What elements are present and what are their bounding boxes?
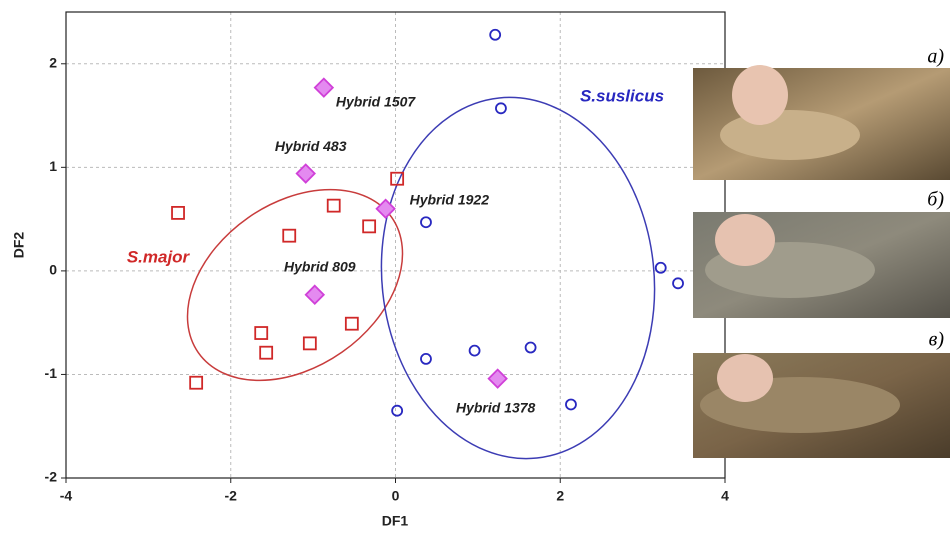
- point: [526, 343, 536, 353]
- x-tick-label: 2: [556, 488, 564, 504]
- x-tick-label: -2: [225, 488, 238, 504]
- y-tick-label: 0: [49, 262, 57, 278]
- point: [315, 79, 333, 97]
- point-label: Hybrid 1922: [410, 191, 490, 207]
- y-tick-label: -1: [45, 365, 58, 381]
- point: [190, 377, 202, 389]
- point-label: Hybrid 483: [275, 138, 347, 154]
- x-tick-label: 4: [721, 488, 729, 504]
- panel-label: в): [929, 329, 945, 351]
- y-tick-label: 2: [49, 54, 57, 70]
- chart: DF1 DF2 а) б) в) -4-2024-2-1012S.majorS.…: [0, 0, 950, 536]
- photo-detail: [717, 354, 773, 402]
- y-tick-label: -2: [45, 469, 58, 485]
- series-label: S.suslicus: [580, 86, 664, 105]
- panel-label: б): [927, 189, 944, 211]
- point: [490, 30, 500, 40]
- point: [421, 354, 431, 364]
- point-label: Hybrid 1507: [336, 93, 417, 109]
- point: [470, 346, 480, 356]
- photo-detail: [715, 214, 775, 266]
- point: [304, 337, 316, 349]
- point-label: Hybrid 809: [284, 258, 356, 274]
- point: [328, 200, 340, 212]
- point-label: Hybrid 1378: [456, 399, 536, 415]
- point: [673, 278, 683, 288]
- point: [566, 399, 576, 409]
- point: [260, 347, 272, 359]
- point: [377, 200, 395, 218]
- x-tick-label: 0: [392, 488, 400, 504]
- y-axis-label: DF2: [11, 232, 27, 259]
- x-axis-label: DF1: [382, 513, 409, 529]
- point: [392, 406, 402, 416]
- series-label: S.major: [127, 247, 191, 266]
- point: [172, 207, 184, 219]
- point: [421, 217, 431, 227]
- point: [346, 318, 358, 330]
- photo-detail: [732, 65, 788, 125]
- point: [283, 230, 295, 242]
- point: [496, 103, 506, 113]
- y-tick-label: 1: [49, 158, 57, 174]
- point: [363, 220, 375, 232]
- photo-detail: [720, 110, 860, 160]
- point: [255, 327, 267, 339]
- point: [306, 286, 324, 304]
- x-tick-label: -4: [60, 488, 73, 504]
- panel-label: а): [927, 46, 944, 68]
- point: [489, 370, 507, 388]
